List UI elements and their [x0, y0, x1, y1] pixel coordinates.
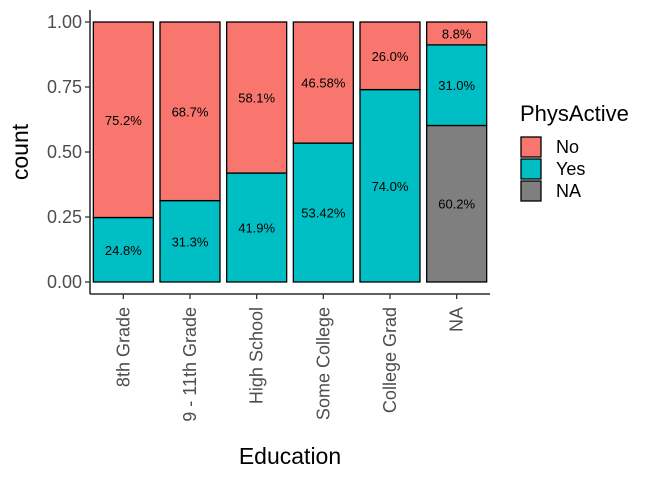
x-tick-label: 9 - 11th Grade: [180, 307, 200, 422]
legend-label-na: NA: [556, 181, 581, 201]
y-tick-label: 0.25: [47, 207, 82, 227]
data-label: 31.0%: [438, 78, 475, 93]
y-tick-label: 0.75: [47, 77, 82, 97]
data-label: 68.7%: [172, 104, 209, 119]
data-label: 60.2%: [438, 197, 475, 212]
bar-segment-no-6: [426, 21, 488, 46]
x-tick-label: NA: [447, 307, 467, 332]
data-label: 26.0%: [372, 49, 409, 64]
bar-segment-yes-1: [92, 216, 154, 283]
legend-label-yes: Yes: [556, 159, 585, 179]
bar-segment-no-1: [92, 21, 154, 219]
y-tick-label: 0.50: [47, 142, 82, 162]
bar-segment-yes-3: [226, 172, 288, 283]
bar-segment-yes-5: [359, 88, 421, 283]
data-label: 46.58%: [301, 76, 346, 91]
legend-key-na: [520, 180, 542, 202]
bar-segment-no-4: [292, 21, 354, 144]
x-tick-label: High School: [247, 307, 267, 404]
data-label: 31.3%: [172, 234, 209, 249]
axes: 0.00 0.25 0.50 0.75 1.00 8th Grade 9 - 11th Gr…: [47, 10, 490, 422]
x-tick-label: 8th Grade: [113, 307, 133, 387]
legend-key-yes: [520, 158, 542, 180]
data-label: 53.42%: [301, 206, 346, 221]
y-tick-label: 1.00: [47, 12, 82, 32]
plot-area: 24.8% 75.2% 31.3% 68.7% 41.9% 58.1% 53.42% 46.5…: [92, 21, 488, 283]
data-label: 58.1%: [238, 91, 275, 106]
bar-segment-no-3: [226, 21, 288, 174]
data-label: 74.0%: [372, 179, 409, 194]
data-label: 24.8%: [105, 243, 142, 258]
bar-segment-no-2: [159, 21, 221, 202]
bar-segment-no-5: [359, 21, 421, 91]
x-tick-label: College Grad: [380, 307, 400, 413]
data-label: 41.9%: [238, 221, 275, 236]
y-axis-title: count: [7, 123, 33, 180]
bar-segment-na-6: [426, 124, 488, 283]
legend-key-no: [520, 136, 542, 158]
bar-segment-yes-4: [292, 142, 354, 283]
x-axis-title: Education: [239, 443, 341, 469]
data-label: 8.8%: [442, 26, 472, 41]
data-label: 75.2%: [105, 113, 142, 128]
x-tick-label: Some College: [313, 307, 333, 420]
y-tick-label: 0.00: [47, 272, 82, 292]
legend-title: PhysActive: [520, 101, 629, 126]
legend-label-no: No: [556, 137, 579, 157]
bar-segment-yes-6: [426, 44, 488, 127]
